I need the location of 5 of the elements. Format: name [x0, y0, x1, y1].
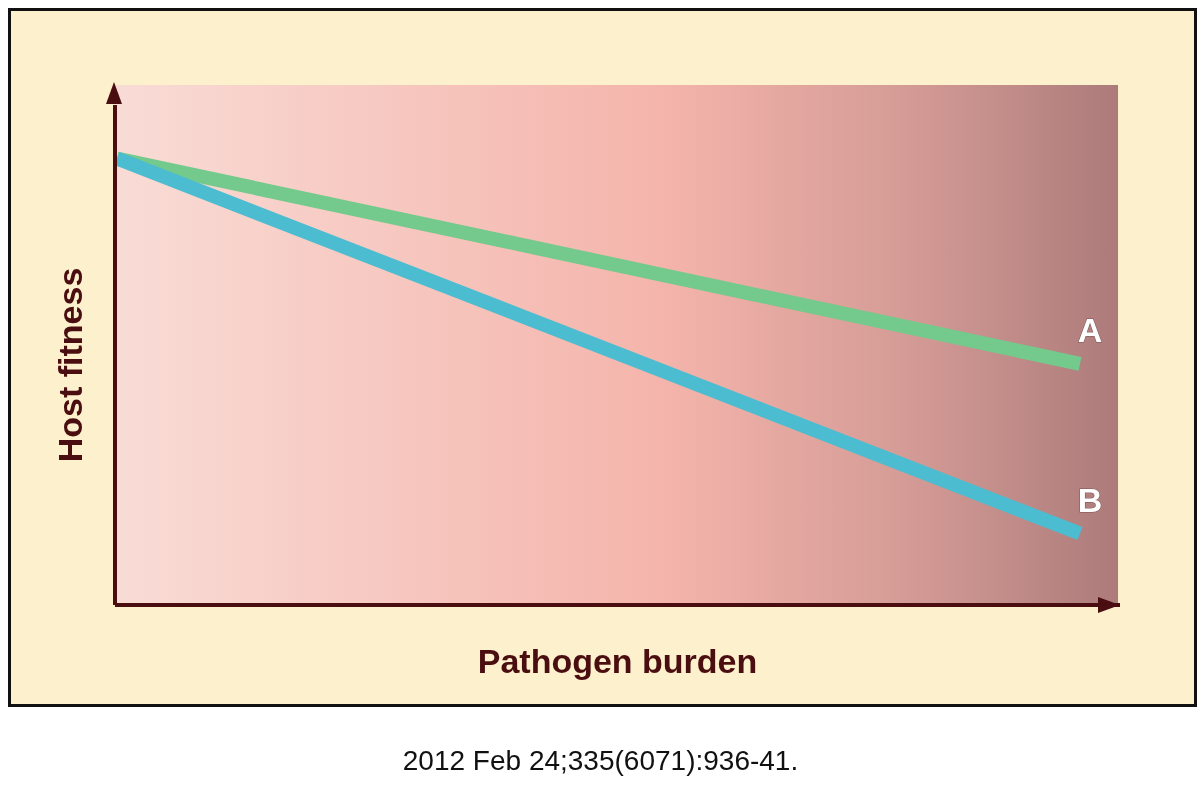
series-label: B: [1077, 480, 1103, 519]
series-label: A: [1077, 310, 1103, 349]
y-axis-title: Host fitness: [50, 267, 90, 463]
text: 2012 Feb 24;335(6071):936-41.: [401, 745, 800, 777]
x-axis-title: Pathogen burden: [477, 642, 758, 680]
